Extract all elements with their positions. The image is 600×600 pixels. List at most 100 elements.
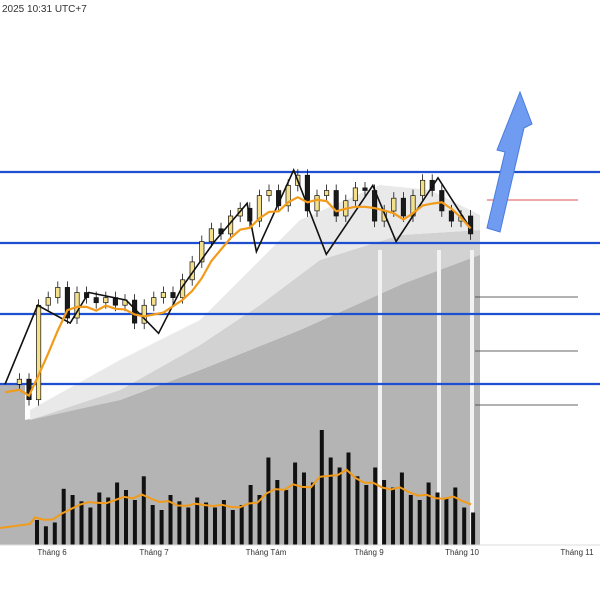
candle-body [36, 304, 42, 401]
candle-body [266, 190, 272, 196]
volume-bar [266, 457, 271, 545]
candle-body [132, 299, 138, 324]
x-tick-label: Tháng 6 [37, 548, 67, 557]
chart-timestamp: 2025 10:31 UTC+7 [2, 4, 87, 15]
candle-body [64, 287, 70, 319]
band-mid [30, 230, 480, 420]
candle-body [304, 174, 310, 212]
x-axis: Tháng 6 Tháng 7 Tháng Tám Tháng 9 Tháng 10 Th… [0, 544, 600, 557]
x-tick-label: Tháng 7 [139, 548, 169, 557]
volume-bar [248, 485, 253, 545]
volume-bar [132, 500, 137, 545]
x-tick-label: Tháng 11 [560, 548, 594, 557]
volume-bar [453, 487, 458, 545]
candle-body [391, 197, 397, 212]
candle-body [103, 297, 109, 304]
volume-bar [204, 502, 209, 545]
candle-body [324, 190, 330, 196]
band-gap-2 [470, 250, 474, 545]
volume-bar [186, 507, 191, 545]
volume-bar [70, 495, 75, 545]
volume-bar [61, 488, 66, 546]
band-gap-0 [378, 250, 382, 545]
candle-body [45, 297, 51, 306]
volume-bar [319, 430, 324, 545]
volume-bar [399, 472, 404, 545]
candle-body [439, 190, 445, 212]
volume-bar [346, 452, 351, 545]
volume-bar [471, 512, 476, 545]
volume-bar [426, 482, 431, 545]
volume-bar [257, 495, 262, 545]
price-ma-line [4, 195, 472, 398]
x-tick-label: Tháng 9 [354, 548, 384, 557]
volume-bar [43, 526, 48, 546]
x-tick-label: Tháng Tám [246, 548, 287, 557]
volume-bar [150, 505, 155, 545]
volume-bar [213, 507, 217, 545]
candle-body [285, 185, 291, 207]
volume-bar [310, 482, 315, 545]
candle-body [333, 190, 339, 217]
volume-bar [124, 490, 128, 545]
candle-body [74, 292, 80, 319]
volume-bar [141, 476, 146, 546]
candle-body [448, 210, 454, 222]
candle-body [170, 292, 176, 298]
volume-bar [230, 510, 235, 545]
volume-bar [337, 467, 342, 545]
volume-bar [52, 522, 57, 545]
volume-bar [275, 480, 280, 545]
volume-bar [159, 510, 164, 545]
indicator-lines-layer [4, 168, 472, 398]
candle-body [256, 195, 262, 222]
band-gap-1 [437, 250, 441, 545]
volume-layer [0, 430, 476, 546]
band-dark [0, 245, 480, 545]
volume-bar [177, 501, 182, 546]
volume-bar [408, 495, 413, 545]
volume-bar [195, 497, 200, 545]
candle-body [420, 179, 426, 196]
candle-body [151, 297, 157, 306]
volume-bar [462, 507, 467, 545]
volume-bar [88, 507, 93, 545]
candles-layer [16, 169, 474, 406]
volume-bar [302, 472, 306, 545]
volume-bar [115, 482, 120, 545]
arrow-layer [486, 90, 533, 233]
candle-body [141, 304, 147, 324]
candle-body [400, 197, 406, 217]
volume-bar [79, 501, 84, 546]
candle-body [352, 187, 358, 202]
volume-bar [435, 492, 440, 545]
candle-body [362, 187, 368, 191]
candle-body [314, 195, 320, 212]
up-arrow [486, 90, 533, 233]
volume-bar [364, 485, 369, 545]
volume-bar [355, 476, 360, 546]
candle-body [93, 297, 99, 304]
candle-body [199, 241, 205, 263]
band-left-block [0, 385, 25, 545]
volume-bar [382, 480, 387, 545]
volume-bar [293, 462, 298, 545]
volume-bar [239, 505, 244, 545]
volume-bar [328, 457, 333, 545]
volume-bar [284, 490, 289, 545]
volume-bar [35, 520, 39, 545]
candle-body [55, 287, 61, 298]
volume-bar [106, 497, 111, 545]
candle-body [208, 228, 214, 242]
volume-bar [391, 487, 395, 545]
volume-bar [221, 500, 226, 545]
volume-ma-line [0, 468, 472, 529]
volume-bar [417, 500, 422, 545]
volume-bar [97, 492, 102, 545]
x-tick-label: Tháng 10 [445, 548, 479, 557]
volume-bar [373, 467, 378, 545]
volume-bar [168, 495, 173, 545]
candle-body [16, 378, 22, 385]
